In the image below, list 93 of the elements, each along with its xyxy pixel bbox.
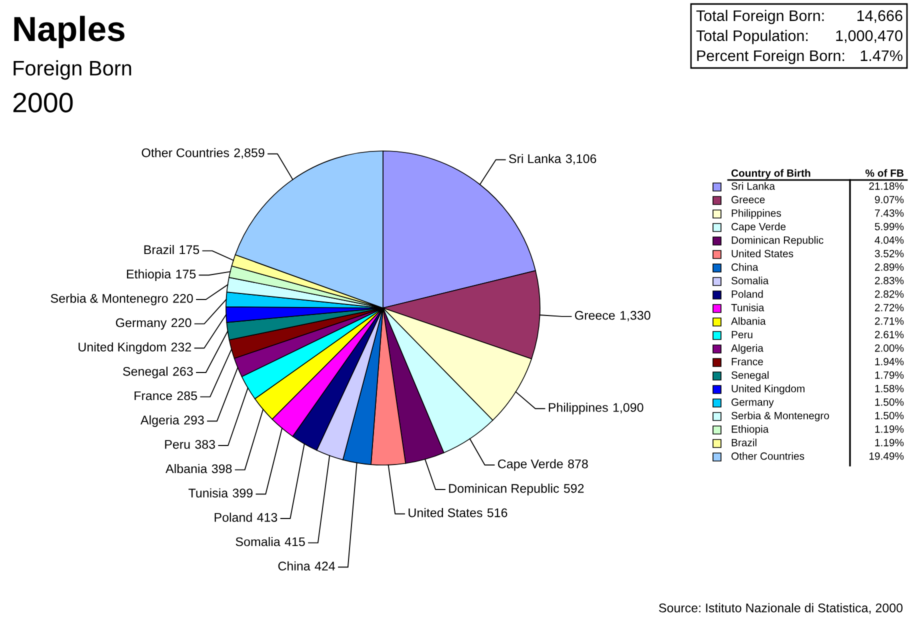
- slice-label: Philippines: [548, 402, 608, 414]
- legend-label: Cape Verde: [732, 222, 786, 232]
- slice-label: Brazil: [144, 244, 174, 254]
- data-label: 293: [184, 416, 204, 424]
- data-label: 232: [171, 342, 191, 352]
- text: 2000: [13, 92, 73, 112]
- data-label: 1,330: [620, 310, 650, 322]
- slice-label: Poland: [214, 512, 252, 522]
- slice-label: Serbia & Montenegro: [50, 294, 168, 306]
- text: 9.07%: [874, 196, 904, 204]
- legend-label: Dominican Republic: [732, 236, 824, 246]
- slice-label: United Kingdom: [78, 342, 166, 354]
- text: Total Population: 1,000,470: [696, 30, 902, 44]
- chart-subtitle: Foreign Born: [14, 60, 132, 80]
- data-label: 398: [212, 464, 232, 474]
- legend-label: Poland: [732, 290, 763, 298]
- data-label: 399: [232, 488, 253, 498]
- slice-label: Greece: [574, 310, 615, 320]
- slice-label: Peru: [165, 440, 190, 449]
- legend-title: Country of Birth: [731, 169, 810, 179]
- data-label: 516: [487, 508, 508, 518]
- data-label: 383: [195, 440, 215, 449]
- data-label: 592: [564, 484, 584, 493]
- legend-label: Somalia: [731, 276, 769, 284]
- slice-label: Algeria: [140, 415, 180, 427]
- slice-label: United States: [408, 508, 482, 518]
- text: 1.79%: [875, 371, 904, 379]
- legend-label: Senegal: [731, 371, 769, 381]
- text: Total Foreign Born: 14,666: [696, 10, 902, 24]
- text: 2.82%: [874, 290, 904, 298]
- text: 21.18%: [869, 182, 904, 190]
- text: 2.61%: [874, 330, 904, 338]
- text: 7.43%: [875, 209, 904, 217]
- text: 1.50%: [875, 412, 904, 420]
- text: 1.19%: [875, 425, 904, 433]
- data-label: 413: [257, 512, 278, 522]
- legend-label: Ethiopia: [732, 425, 769, 435]
- legend-label: Serbia & Montenegro: [731, 412, 830, 422]
- legend-label: Germany: [732, 398, 774, 408]
- text: 19.49%: [869, 452, 904, 460]
- data-label: 263: [173, 366, 193, 376]
- data-label: 2,859: [234, 148, 264, 159]
- data-label: 878: [568, 459, 588, 468]
- text: % of FB: [865, 169, 904, 177]
- slice-label: Somalia: [236, 536, 280, 546]
- legend-label: Brazil: [732, 438, 756, 446]
- legend-label: Sri Lanka: [731, 182, 776, 190]
- legend-label: Albania: [731, 317, 766, 325]
- data-label: 175: [176, 270, 196, 278]
- data-label: 424: [314, 562, 336, 570]
- text: 2.72%: [874, 304, 904, 312]
- slice-label: China: [278, 561, 310, 571]
- slice-label: Senegal: [123, 366, 168, 378]
- data-label: 220: [171, 318, 192, 328]
- text: 3.52%: [874, 250, 904, 258]
- text: 4.04%: [874, 236, 904, 244]
- text: 1.58%: [875, 384, 904, 392]
- slice-label: Cape Verde: [498, 459, 563, 471]
- text: 2.71%: [874, 317, 904, 325]
- text: 5.99%: [874, 222, 904, 230]
- legend-label: China: [732, 263, 758, 271]
- slice-label: Albania: [166, 464, 208, 474]
- text: 2.83%: [874, 276, 904, 284]
- legend-label: Algeria: [731, 344, 764, 354]
- slice-label: Dominican Republic: [449, 484, 559, 496]
- slice-label: Ethiopia: [126, 269, 172, 281]
- text: 2.00%: [874, 344, 904, 352]
- data-label: 1,090: [613, 403, 644, 414]
- data-label: 175: [180, 245, 200, 254]
- legend-label: Other Countries: [731, 452, 804, 460]
- source-note: Source: Istituto Nazionale di Statistica, 2000: [659, 603, 903, 614]
- legend-label: United States: [732, 250, 794, 258]
- legend-label: Tunisia: [731, 304, 764, 312]
- legend-label: Peru: [732, 331, 752, 338]
- text: 2.89%: [874, 263, 904, 271]
- data-label: 285: [177, 391, 197, 400]
- chart-title: Naples: [14, 16, 124, 48]
- text: 1.19%: [875, 438, 904, 446]
- legend-label: Greece: [732, 196, 765, 204]
- data-label: 415: [284, 537, 305, 546]
- slice-label: Tunisia: [188, 488, 228, 498]
- legend-label: United Kingdom: [732, 384, 804, 394]
- legend-label: Philippines: [732, 209, 782, 219]
- slice-label: France: [134, 391, 172, 400]
- text: Percent Foreign Born: 1.47%: [697, 50, 902, 64]
- text: 1.50%: [875, 398, 904, 406]
- data-label: 220: [173, 294, 193, 303]
- slice-label: Other Countries: [142, 148, 229, 158]
- slice-label: Sri Lanka: [509, 154, 562, 164]
- legend-label: France: [732, 358, 763, 366]
- text: 1.94%: [875, 358, 904, 366]
- slice-label: Germany: [116, 318, 167, 330]
- data-label: 3,106: [566, 154, 596, 165]
